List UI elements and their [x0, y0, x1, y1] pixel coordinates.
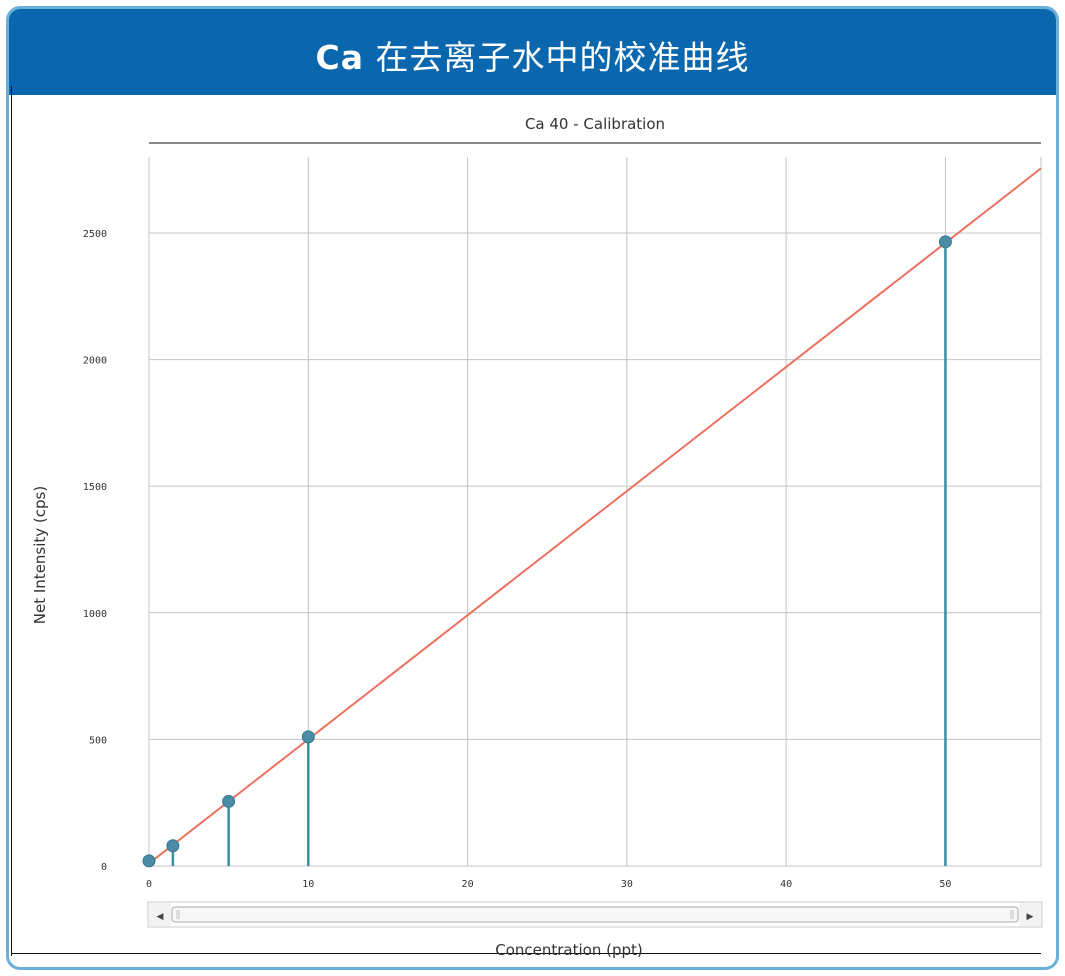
scroll-right-arrow-icon[interactable]: ▶ [1027, 912, 1034, 922]
x-tick-label: 20 [462, 879, 474, 890]
y-tick-label: 2500 [83, 229, 107, 240]
y-tick-label: 1000 [83, 609, 107, 620]
scrollbar-thumb[interactable] [171, 906, 1019, 923]
thumb-grip-left [176, 910, 180, 919]
data-points [142, 235, 952, 868]
scroll-left-arrow-icon[interactable]: ◀ [157, 912, 164, 922]
thumb-grip-right [1010, 910, 1014, 919]
x-tick-label: 50 [939, 879, 951, 890]
x-tick-label: 0 [146, 879, 152, 890]
y-tick-label: 1500 [83, 482, 107, 493]
panel-left-border [11, 86, 12, 956]
banner-title-text: 在去离子水中的校准曲线 [364, 38, 750, 77]
data-point [166, 839, 180, 853]
data-point [222, 794, 236, 808]
banner-title-element: Ca [315, 38, 364, 77]
x-axis-label: Concentration (ppt) [495, 941, 643, 959]
y-tick-label: 500 [89, 735, 107, 746]
x-tick-label: 10 [302, 879, 314, 890]
figure-frame: Ca 在去离子水中的校准曲线 [6, 6, 1059, 970]
data-point [301, 730, 315, 744]
x-tick-label: 30 [621, 879, 633, 890]
x-tick-label: 40 [780, 879, 792, 890]
calibration-fit-line [148, 167, 1042, 865]
y-tick-label: 0 [101, 862, 107, 873]
data-point [938, 235, 952, 249]
y-axis-label: Net Intensity (cps) [31, 486, 49, 624]
data-point [142, 854, 156, 868]
title-banner: Ca 在去离子水中的校准曲线 [9, 9, 1056, 95]
scroll-left-button[interactable] [149, 903, 171, 926]
fit-line-group [148, 167, 1042, 865]
banner-title: Ca 在去离子水中的校准曲线 [9, 31, 1056, 79]
scroll-right-button[interactable] [1019, 903, 1041, 926]
horizontal-scrollbar[interactable]: ◀ ▶ [147, 901, 1043, 928]
panel-bottom-border [11, 953, 1041, 954]
y-tick-label: 2000 [83, 356, 107, 367]
chart-title: Ca 40 - Calibration [525, 115, 665, 133]
